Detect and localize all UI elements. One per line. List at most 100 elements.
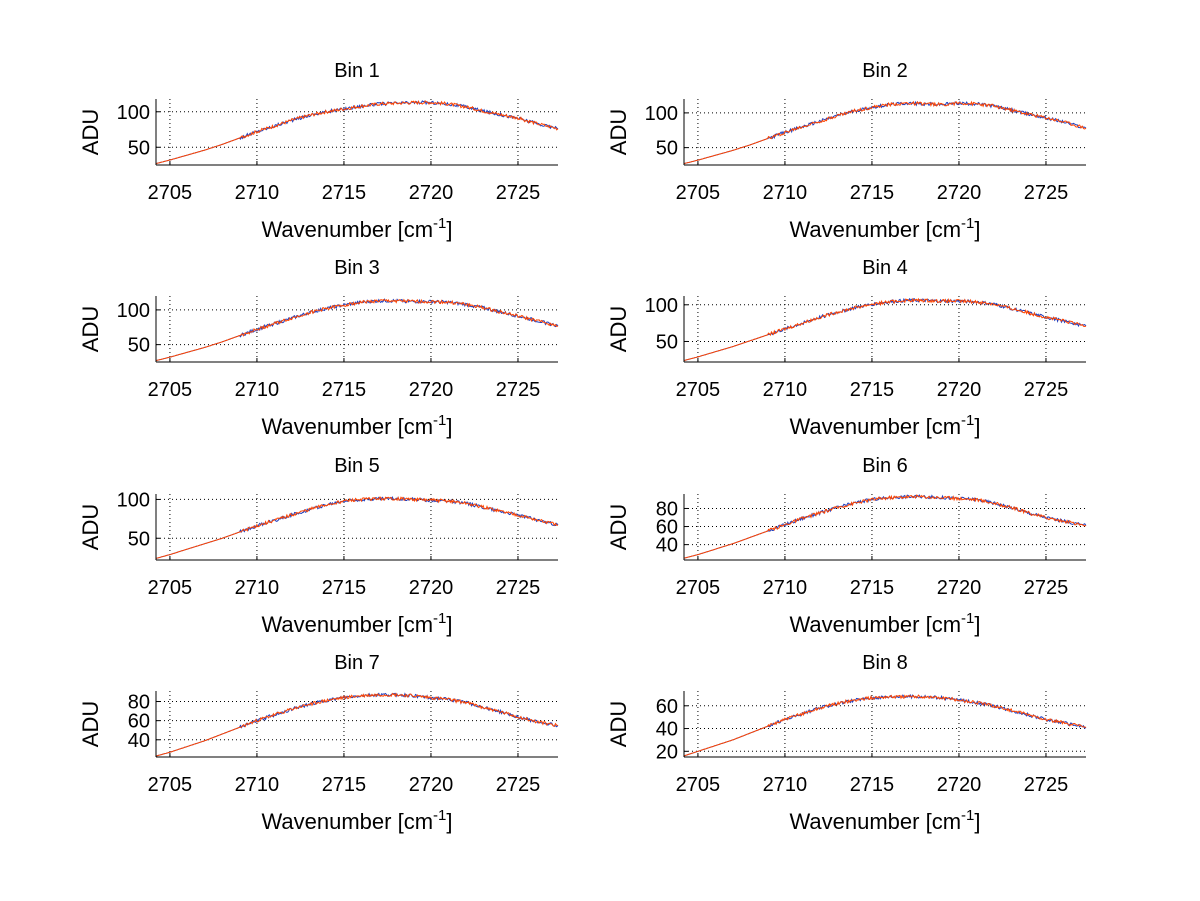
x-axis-label-text: Wavenumber [cm [261,612,433,637]
x-tick-label: 2725 [1024,182,1069,204]
y-axis-label: ADU [606,504,631,550]
x-axis-label-suffix: ] [446,217,452,242]
x-tick-label: 2720 [409,774,454,796]
x-axis-label: Wavenumber [cm-1] [261,807,452,834]
x-tick-label: 2720 [937,577,982,599]
x-axis-label-suffix: ] [446,809,452,834]
x-tick-label: 2725 [496,379,541,401]
y-tick-label: 100 [117,102,150,124]
x-axis-label-suffix: ] [446,414,452,439]
x-tick-label: 2705 [148,182,193,204]
x-tick-label: 2710 [763,379,808,401]
y-tick-label: 100 [645,295,678,317]
y-tick-label: 50 [128,335,150,357]
x-tick-label: 2705 [148,774,193,796]
x-axis-label-suffix: ] [974,217,980,242]
subplot-title: Bin 1 [334,60,380,82]
x-axis-label-text: Wavenumber [cm [789,809,961,834]
x-tick-label: 2715 [322,182,367,204]
x-axis-label: Wavenumber [cm-1] [789,215,980,242]
x-tick-label: 2715 [322,577,367,599]
x-axis-label-text: Wavenumber [cm [789,217,961,242]
x-tick-label: 2720 [409,577,454,599]
y-tick-label: 60 [128,711,150,733]
subplot-title: Bin 7 [334,652,380,674]
y-tick-label: 60 [656,517,678,539]
x-tick-label: 2710 [235,182,280,204]
x-tick-label: 2710 [235,774,280,796]
x-axis-label: Wavenumber [cm-1] [789,412,980,439]
x-tick-label: 2720 [937,774,982,796]
y-axis-label: ADU [78,504,103,550]
subplot-bin-4: Bin 4 2705 2710 2715 2720 2725 50 100 ADU Wavenum… [606,257,1087,439]
series-line-1 [155,495,559,559]
x-axis-label-text: Wavenumber [cm [261,217,433,242]
x-axis-label: Wavenumber [cm-1] [261,610,452,637]
x-axis-label-superscript: -1 [961,215,974,232]
y-axis-label: ADU [78,109,103,155]
x-tick-label: 2710 [235,577,280,599]
series-line-1 [155,298,559,362]
x-axis-label: Wavenumber [cm-1] [261,215,452,242]
subplot-title: Bin 3 [334,257,380,279]
series-line-2 [683,100,1087,165]
x-tick-label: 2715 [322,774,367,796]
x-tick-label: 2705 [676,577,721,599]
x-tick-label: 2725 [1024,379,1069,401]
x-tick-label: 2715 [850,577,895,599]
x-tick-label: 2715 [322,379,367,401]
x-tick-label: 2710 [763,577,808,599]
x-tick-label: 2710 [763,774,808,796]
series-line-2 [155,298,559,362]
y-tick-label: 50 [656,331,678,353]
y-tick-label: 40 [656,719,678,741]
x-axis-label: Wavenumber [cm-1] [261,412,452,439]
series-line-2 [683,694,1087,757]
series-line-1 [155,692,559,757]
x-axis-label-suffix: ] [974,612,980,637]
x-axis-label-superscript: -1 [961,412,974,429]
y-axis-label: ADU [78,701,103,747]
subplot-bin-3: Bin 3 2705 2710 2715 2720 2725 50 100 ADU Wavenum… [78,257,559,439]
x-axis-label-superscript: -1 [961,610,974,627]
y-tick-label: 20 [656,741,678,763]
subplot-title: Bin 2 [862,60,908,82]
x-tick-label: 2715 [850,774,895,796]
x-axis-label-suffix: ] [974,414,980,439]
series-line-2 [155,496,559,559]
y-tick-label: 40 [656,535,678,557]
y-tick-label: 100 [645,103,678,125]
x-tick-label: 2705 [676,182,721,204]
subplot-title: Bin 4 [862,257,908,279]
series-line-2 [683,494,1087,559]
x-tick-label: 2705 [148,577,193,599]
x-axis-label-superscript: -1 [433,610,446,627]
series-line-1 [683,693,1087,757]
series-line-1 [155,100,559,165]
x-axis-label-suffix: ] [446,612,452,637]
x-axis-label-superscript: -1 [433,215,446,232]
series-line-2 [683,297,1087,361]
x-tick-label: 2720 [409,379,454,401]
x-axis-label: Wavenumber [cm-1] [789,807,980,834]
x-tick-label: 2705 [148,379,193,401]
subplot-bin-2: Bin 2 2705 2710 2715 2720 2725 50 100 ADU Wavenum… [606,60,1087,242]
x-tick-label: 2705 [676,774,721,796]
x-tick-label: 2725 [496,774,541,796]
x-tick-label: 2725 [1024,577,1069,599]
x-axis-label-superscript: -1 [433,412,446,429]
x-tick-label: 2710 [763,182,808,204]
x-axis-label-text: Wavenumber [cm [789,414,961,439]
x-axis-label-suffix: ] [974,809,980,834]
subplot-title: Bin 6 [862,455,908,477]
subplot-title: Bin 8 [862,652,908,674]
y-tick-label: 50 [128,137,150,159]
x-tick-label: 2725 [496,577,541,599]
x-tick-label: 2720 [409,182,454,204]
series-line-2 [155,692,559,757]
y-tick-label: 50 [128,528,150,550]
